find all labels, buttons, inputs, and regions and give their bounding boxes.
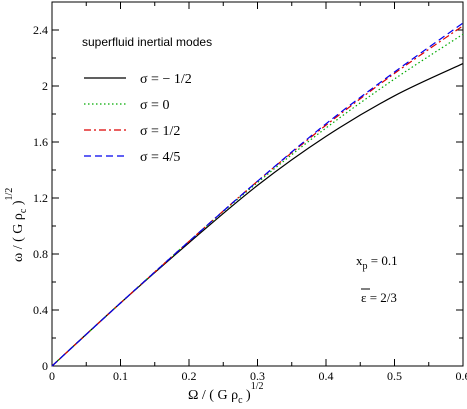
annotation-xp: xp = 0.1	[356, 253, 398, 272]
x-ticks: 0 0.1 0.2 0.3 0.4 0.5 0.6	[49, 2, 467, 383]
legend-title: superfluid inertial modes	[82, 35, 212, 49]
y-tick-label: 1.6	[33, 135, 48, 149]
legend-label: σ = 1/2	[140, 124, 180, 139]
legend: σ = − 1/2 σ = 0 σ = 1/2 σ = 4/5	[84, 72, 192, 165]
x-tick-label: 0.6	[456, 369, 467, 383]
x-tick-label: 0.3	[250, 369, 265, 383]
plot-frame	[51, 1, 464, 367]
x-tick-label: 0.4	[319, 369, 334, 383]
y-tick-label: 2.4	[33, 23, 48, 37]
x-tick-label: 0.5	[387, 369, 402, 383]
y-tick-label: 0.8	[33, 247, 48, 261]
x-tick-label: 0.2	[182, 369, 197, 383]
x-tick-label: 0	[49, 369, 55, 383]
y-axis-label: ω / ( G ρc )1/2	[4, 188, 29, 262]
x-axis-label: Ω / ( G ρc )1/2	[188, 381, 263, 406]
y-tick-label: 2	[42, 79, 48, 93]
y-ticks: 0 0.4 0.8 1.2 1.6 2 2.4	[33, 1, 463, 373]
y-tick-label: 0.4	[33, 303, 48, 317]
legend-label: σ = 4/5	[140, 150, 180, 165]
y-tick-label: 0	[42, 359, 48, 373]
legend-label: σ = − 1/2	[140, 72, 192, 87]
annotation-epsilon: ε = 2/3	[361, 290, 397, 305]
series-line-3	[51, 22, 464, 367]
y-tick-label: 1.2	[33, 191, 48, 205]
series-lines	[51, 22, 464, 367]
legend-label: σ = 0	[140, 98, 169, 113]
x-tick-label: 0.1	[113, 369, 128, 383]
